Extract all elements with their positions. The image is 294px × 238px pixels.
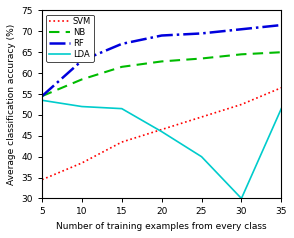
Line: NB: NB: [42, 52, 281, 96]
RF: [200, 32, 203, 35]
LDA: [240, 197, 243, 200]
LDA: [200, 155, 203, 158]
Y-axis label: Average classification accuracy (%): Average classification accuracy (%): [7, 24, 16, 185]
NB: [40, 95, 44, 98]
NB: [80, 78, 84, 81]
SVM: [80, 162, 84, 164]
LDA: [160, 130, 163, 133]
SVM: [240, 103, 243, 106]
Line: RF: RF: [42, 25, 281, 96]
LDA: [40, 99, 44, 102]
RF: [40, 95, 44, 98]
Legend: SVM, NB, RF, LDA: SVM, NB, RF, LDA: [46, 15, 93, 62]
SVM: [40, 178, 44, 181]
RF: [240, 28, 243, 31]
RF: [280, 24, 283, 26]
NB: [160, 60, 163, 63]
SVM: [160, 128, 163, 131]
LDA: [280, 107, 283, 110]
SVM: [200, 116, 203, 119]
X-axis label: Number of training examples from every class: Number of training examples from every c…: [56, 222, 267, 231]
NB: [240, 53, 243, 56]
LDA: [120, 107, 123, 110]
RF: [120, 42, 123, 45]
SVM: [120, 141, 123, 144]
Line: LDA: LDA: [42, 100, 281, 198]
SVM: [280, 86, 283, 89]
NB: [120, 65, 123, 68]
LDA: [80, 105, 84, 108]
RF: [160, 34, 163, 37]
RF: [80, 59, 84, 62]
NB: [200, 57, 203, 60]
Line: SVM: SVM: [42, 88, 281, 180]
NB: [280, 51, 283, 54]
